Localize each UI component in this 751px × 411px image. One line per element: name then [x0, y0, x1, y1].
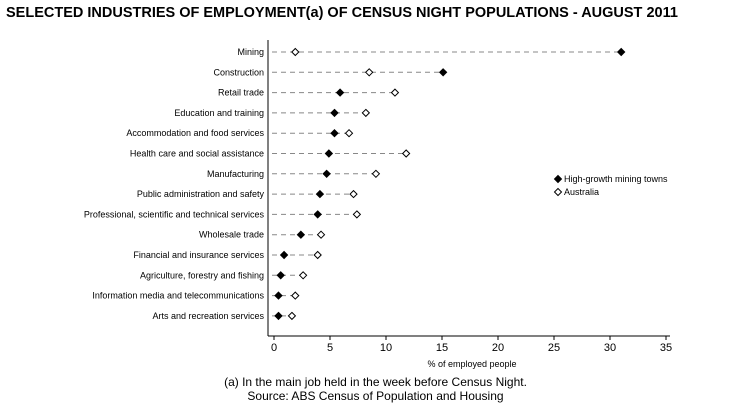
- x-axis-label: % of employed people: [427, 359, 516, 369]
- x-tick-label: 20: [492, 342, 504, 354]
- legend-marker: [553, 187, 563, 197]
- mining-towns-point: [438, 68, 448, 77]
- australia-point: [313, 250, 322, 260]
- mining-towns-point: [330, 128, 339, 138]
- category-label: Wholesale trade: [199, 230, 264, 240]
- category-label: Professional, scientific and technical s…: [84, 209, 265, 219]
- australia-point: [390, 88, 400, 97]
- australia-point: [371, 169, 381, 179]
- category-label: Manufacturing: [207, 169, 264, 179]
- mining-towns-point: [616, 47, 626, 57]
- x-tick-label: 30: [604, 342, 616, 354]
- legend-label: High-growth mining towns: [564, 174, 668, 184]
- mining-towns-point: [313, 210, 322, 219]
- x-tick-label: 25: [548, 342, 560, 354]
- mining-towns-point: [315, 189, 325, 199]
- mining-towns-point: [274, 291, 283, 300]
- category-label: Accommodation and food services: [126, 128, 264, 138]
- category-label: Construction: [213, 67, 264, 77]
- mining-towns-point: [279, 250, 289, 260]
- mining-towns-point: [330, 108, 339, 118]
- mining-towns-point: [322, 169, 331, 179]
- x-tick-label: 0: [271, 342, 277, 354]
- mining-towns-point: [296, 230, 306, 239]
- australia-point: [361, 108, 371, 118]
- australia-point: [364, 68, 374, 77]
- australia-point: [316, 230, 326, 239]
- australia-point: [344, 128, 354, 138]
- australia-point: [291, 291, 300, 300]
- chart-title: SELECTED INDUSTRIES OF EMPLOYMENT(a) OF …: [6, 5, 678, 21]
- category-label: Public administration and safety: [137, 189, 265, 199]
- category-label: Retail trade: [218, 88, 264, 98]
- category-label: Financial and insurance services: [133, 250, 264, 260]
- x-tick-label: 15: [436, 342, 448, 354]
- x-tick-label: 5: [327, 342, 333, 354]
- category-label: Agriculture, forestry and fishing: [140, 270, 264, 280]
- category-label: Arts and recreation services: [152, 311, 264, 321]
- legend-label: Australia: [564, 187, 599, 197]
- category-label: Health care and social assistance: [130, 149, 264, 159]
- x-tick-label: 35: [660, 342, 672, 354]
- australia-point: [298, 271, 308, 280]
- footnote: (a) In the main job held in the week bef…: [224, 375, 527, 389]
- legend-marker: [553, 174, 563, 184]
- australia-point: [401, 149, 411, 158]
- mining-towns-point: [274, 311, 283, 321]
- category-label: Education and training: [174, 108, 264, 118]
- mining-towns-point: [276, 271, 285, 280]
- australia-point: [352, 210, 362, 219]
- australia-point: [291, 47, 300, 57]
- footnotes: (a) In the main job held in the week bef…: [0, 375, 751, 403]
- category-label: Information media and telecommunications: [92, 291, 264, 301]
- category-label: Mining: [237, 47, 264, 57]
- mining-towns-point: [335, 88, 345, 97]
- mining-towns-point: [324, 149, 334, 158]
- x-tick-label: 10: [380, 342, 392, 354]
- australia-point: [349, 189, 358, 199]
- australia-point: [287, 311, 297, 321]
- source-note: Source: ABS Census of Population and Hou…: [247, 389, 504, 403]
